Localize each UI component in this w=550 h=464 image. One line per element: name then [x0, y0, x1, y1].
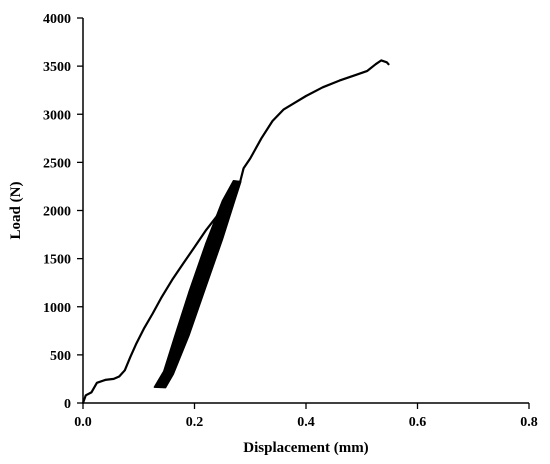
y-axis-title: Load (N) — [8, 182, 24, 240]
y-tick-label: 2000 — [43, 205, 71, 220]
series-cyclic-band — [153, 179, 242, 389]
axes — [82, 18, 529, 404]
plot-area — [81, 59, 390, 405]
y-tick-label: 1000 — [43, 301, 71, 316]
y-tick-label: 2500 — [43, 156, 71, 171]
y-tick-label: 500 — [50, 349, 71, 364]
x-tick-label: 0.0 — [74, 415, 92, 430]
x-tick-label: 0.2 — [186, 415, 204, 430]
x-tick-label: 0.4 — [297, 415, 315, 430]
series-line-main — [81, 59, 390, 405]
y-tick-label: 4000 — [43, 12, 71, 27]
x-axis-ticks: 0.0 0.2 0.4 0.6 0.8 — [74, 403, 538, 430]
x-tick-label: 0.6 — [409, 415, 427, 430]
x-tick-label: 0.8 — [520, 415, 538, 430]
x-axis-title: Displacement (mm) — [243, 440, 368, 456]
y-axis-ticks: 0 500 1000 1500 2000 2500 3000 3500 4000 — [43, 12, 83, 412]
y-tick-label: 0 — [64, 397, 71, 412]
y-tick-label: 1500 — [43, 253, 71, 268]
y-tick-label: 3000 — [43, 108, 71, 123]
y-tick-label: 3500 — [43, 60, 71, 75]
